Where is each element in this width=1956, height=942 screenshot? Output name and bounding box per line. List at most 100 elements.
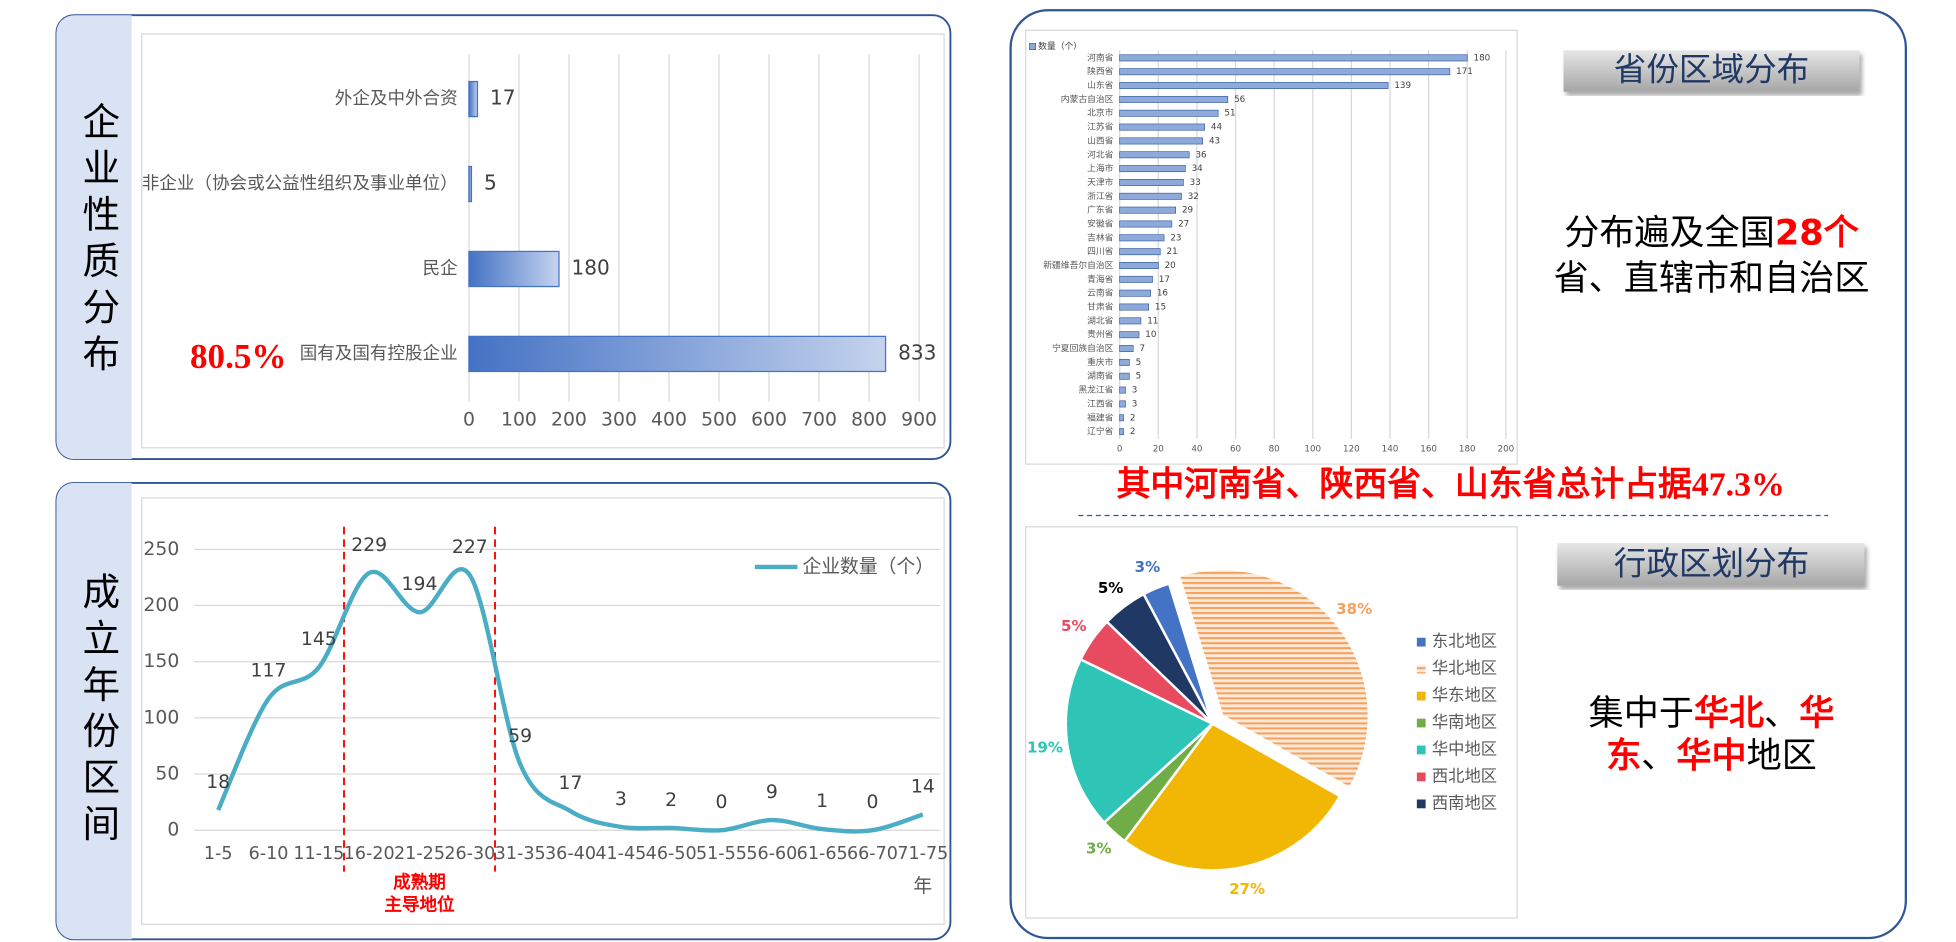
note-segment: 华 xyxy=(1799,693,1834,734)
value-label: 7 xyxy=(1139,344,1145,354)
value-label: 16 xyxy=(1157,289,1169,299)
category-label: 陕西省 xyxy=(1087,65,1114,77)
chart-frame xyxy=(141,497,945,925)
value-label: 34 xyxy=(1192,164,1204,174)
bar xyxy=(1119,109,1219,117)
category-label: 黑龙江省 xyxy=(1078,384,1113,396)
bar xyxy=(1119,54,1468,62)
x-tick-label: 80 xyxy=(1269,445,1280,455)
value-label: 194 xyxy=(402,574,438,595)
x-tick-label: 61-65 xyxy=(797,844,848,864)
value-label: 10 xyxy=(1145,330,1156,340)
category-label: 山东省 xyxy=(1087,79,1114,91)
category-label: 国有及国有控股企业 xyxy=(300,344,458,364)
bar xyxy=(1119,248,1161,256)
value-label: 180 xyxy=(1474,53,1491,63)
heading-box xyxy=(1563,50,1860,92)
value-label: 38% xyxy=(1336,600,1372,618)
pie-slice xyxy=(1064,657,1215,825)
legend-label: 华中地区 xyxy=(1432,739,1497,758)
bar xyxy=(1119,179,1184,186)
chart-province: 0 20 40 60 80 100 120 140 160 180 200 河南省 180 陕西省 171 山… xyxy=(1029,40,1515,455)
category-label: 江苏省 xyxy=(1087,121,1114,133)
x-tick-label: 200 xyxy=(1498,445,1515,455)
summary: 其中河南省、陕西省、山东省总计占据47.3% xyxy=(1116,465,1784,504)
category-label: 福建省 xyxy=(1087,411,1114,423)
legend-label: 西南地区 xyxy=(1432,793,1497,812)
value-label: 51 xyxy=(1224,109,1235,119)
legend-label: 西北地区 xyxy=(1432,766,1497,785)
category-label: 安徽省 xyxy=(1087,217,1114,229)
category-label: 民企 xyxy=(423,259,459,279)
series-line xyxy=(216,567,924,834)
bar xyxy=(468,80,479,118)
category-label: 河北省 xyxy=(1087,148,1114,160)
legend-label: 东北地区 xyxy=(1432,632,1497,651)
x-tick-label: 1-5 xyxy=(204,844,233,864)
x-tick-label: 56-60 xyxy=(746,844,797,864)
heading-box xyxy=(1557,543,1865,586)
value-label: 43 xyxy=(1209,136,1220,146)
category-label: 山西省 xyxy=(1087,134,1114,146)
pie-slice xyxy=(1177,567,1371,790)
value-label: 2 xyxy=(1130,413,1136,423)
value-label: 33 xyxy=(1190,178,1201,188)
category-label: 内蒙古自治区 xyxy=(1061,93,1114,105)
category-label: 浙江省 xyxy=(1087,190,1114,202)
x-tick-label: 120 xyxy=(1343,445,1360,455)
x-tick-label: 6-10 xyxy=(249,844,289,864)
category-label: 江西省 xyxy=(1087,397,1114,409)
value-label: 227 xyxy=(452,537,488,558)
category-label: 辽宁省 xyxy=(1087,425,1114,437)
bar xyxy=(1119,68,1451,76)
x-tick-label: 300 xyxy=(601,410,637,431)
x-tick-label: 51-55 xyxy=(696,844,747,864)
annotation: 成熟期 xyxy=(393,872,446,893)
bar xyxy=(1119,206,1176,214)
value-label: 20 xyxy=(1165,261,1176,271)
note-segment: 分布遍及全国 xyxy=(1564,213,1775,254)
value-label: 19% xyxy=(1027,738,1063,756)
highlight: 80.5% xyxy=(190,337,287,376)
y-tick-label: 150 xyxy=(143,651,179,672)
bar xyxy=(1119,262,1159,269)
legend-swatch xyxy=(1416,718,1426,728)
note-segment: 、 xyxy=(1764,693,1799,734)
bar xyxy=(1119,95,1229,103)
x-tick-label: 66-70 xyxy=(847,844,898,864)
x-tick-label: 46-50 xyxy=(646,844,697,864)
bar xyxy=(1119,386,1126,394)
value-label: 29 xyxy=(1182,206,1193,216)
category-label: 吉林省 xyxy=(1087,231,1114,243)
note-segment: 省、直辖市和自治区 xyxy=(1554,258,1870,299)
legend-swatch xyxy=(1029,43,1036,51)
panel-nature xyxy=(55,14,952,461)
category-label: 重庆市 xyxy=(1087,356,1114,368)
heading: 行政区划分布 xyxy=(1614,545,1809,583)
legend-swatch xyxy=(1416,799,1426,809)
x-tick-label: 160 xyxy=(1420,445,1437,455)
value-label: 5 xyxy=(1136,358,1142,368)
x-tick-label: 71-75 xyxy=(897,844,948,864)
value-label: 18 xyxy=(206,772,230,793)
note-line: 分布遍及全国28个 xyxy=(1564,213,1859,254)
value-label: 0 xyxy=(716,792,728,813)
pie-slice xyxy=(1105,592,1214,725)
value-label: 171 xyxy=(1456,67,1473,77)
category-label: 河南省 xyxy=(1087,51,1114,63)
category-label: 新疆维吾尔自治区 xyxy=(1043,259,1113,271)
x-tick-label: 40 xyxy=(1191,445,1202,455)
value-label: 117 xyxy=(251,661,287,682)
value-label: 180 xyxy=(572,255,610,279)
category-label: 四川省 xyxy=(1087,245,1114,257)
bar xyxy=(1119,234,1165,242)
category-label: 贵州省 xyxy=(1087,328,1114,340)
x-tick-label: 0 xyxy=(463,410,475,431)
bar xyxy=(1119,151,1190,159)
chart-nature: 0 100 200 300 400 500 600 700 800 900 外企及中外合资 17 非企业… xyxy=(76,54,937,431)
x-tick-label: 11-15 xyxy=(293,844,344,864)
value-label: 833 xyxy=(898,340,936,364)
value-label: 5 xyxy=(484,171,497,195)
